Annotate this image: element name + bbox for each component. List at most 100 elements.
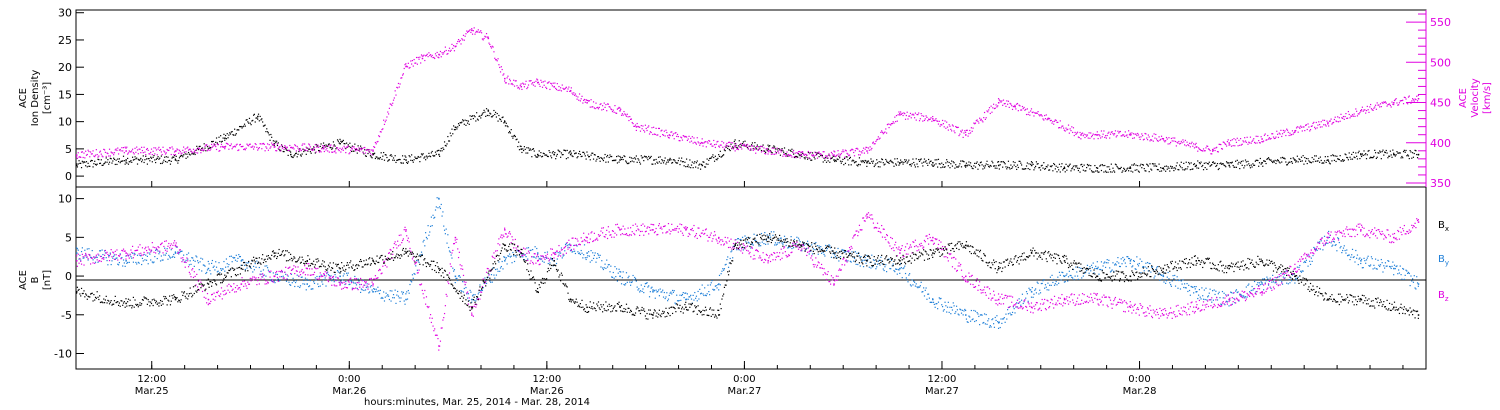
velocity-point	[745, 145, 747, 148]
velocity-point	[457, 40, 459, 43]
density-point	[602, 159, 605, 162]
by-point	[632, 274, 634, 277]
density-point	[585, 158, 587, 160]
velocity-point	[341, 148, 343, 151]
density-point	[1316, 160, 1318, 162]
density-point	[935, 163, 937, 165]
velocity-point	[1254, 142, 1256, 144]
velocity-point	[933, 119, 935, 122]
density-point	[1387, 157, 1389, 159]
velocity-point	[460, 43, 462, 45]
velocity-point	[684, 136, 686, 138]
density-point	[469, 115, 471, 117]
velocity-point	[320, 151, 322, 153]
by-point	[1077, 278, 1079, 280]
density-point	[768, 145, 770, 148]
velocity-point	[996, 106, 998, 108]
velocity-point	[308, 143, 310, 145]
density-point	[1253, 164, 1256, 166]
density-point	[387, 159, 390, 161]
density-point	[896, 158, 898, 160]
density-point	[371, 157, 373, 159]
density-point	[1403, 149, 1405, 151]
velocity-point	[280, 144, 283, 146]
density-point	[825, 161, 828, 163]
velocity-point	[789, 154, 791, 156]
density-point	[363, 153, 365, 155]
velocity-point	[965, 129, 968, 132]
velocity-point	[379, 131, 381, 133]
by-point	[1114, 264, 1116, 266]
velocity-point	[142, 152, 144, 154]
density-point	[359, 145, 362, 147]
density-point	[604, 153, 606, 156]
by-point	[1156, 267, 1158, 269]
density-point	[905, 159, 907, 161]
density-point	[457, 126, 459, 128]
density-point	[1265, 162, 1267, 165]
velocity-point	[1098, 134, 1100, 136]
by-point	[1097, 266, 1099, 268]
density-point	[205, 150, 207, 152]
density-point	[932, 165, 935, 167]
by-point	[965, 318, 968, 320]
density-point	[895, 163, 897, 165]
by-point	[934, 306, 936, 308]
velocity-point	[391, 104, 393, 107]
density-point	[166, 161, 168, 163]
velocity-point	[1354, 115, 1356, 117]
by-point	[766, 234, 768, 236]
density-point	[1230, 162, 1232, 164]
density-point	[103, 162, 106, 164]
by-point	[591, 259, 593, 262]
by-point	[224, 266, 227, 268]
by-point	[350, 280, 352, 282]
by-point	[758, 245, 760, 247]
velocity-point	[145, 148, 148, 151]
density-point	[393, 159, 395, 161]
velocity-point	[575, 95, 577, 97]
velocity-point	[701, 142, 704, 144]
by-point	[244, 268, 246, 271]
by-point	[585, 258, 587, 261]
density-point	[96, 163, 98, 165]
density-point	[1105, 171, 1107, 173]
velocity-point	[362, 152, 364, 154]
density-point	[1146, 163, 1148, 165]
density-point	[774, 146, 776, 148]
by-point	[525, 255, 527, 258]
velocity-point	[387, 113, 390, 115]
by-point	[477, 293, 479, 295]
velocity-point	[1332, 122, 1334, 124]
by-point	[1194, 288, 1196, 290]
velocity-point	[262, 143, 264, 145]
by-point	[442, 211, 444, 213]
velocity-point	[80, 156, 82, 158]
by-point	[190, 263, 192, 266]
by-point	[1135, 268, 1137, 271]
velocity-point	[1195, 142, 1197, 144]
density-point	[1100, 169, 1103, 172]
velocity-point	[108, 148, 111, 150]
by-point	[812, 248, 814, 250]
density-point	[1221, 163, 1224, 165]
by-point	[1276, 277, 1278, 279]
density-point	[975, 162, 977, 164]
velocity-point	[1320, 121, 1322, 123]
density-point	[555, 155, 558, 157]
by-point	[312, 288, 314, 290]
by-point	[1105, 262, 1107, 264]
by-point	[125, 260, 127, 262]
density-point	[1080, 164, 1082, 166]
density-point	[713, 160, 716, 162]
density-point	[699, 168, 702, 170]
density-point	[340, 140, 342, 142]
velocity-point	[777, 151, 779, 153]
by-point	[997, 320, 999, 323]
velocity-point	[876, 139, 878, 141]
density-point	[348, 145, 350, 148]
by-point	[1197, 294, 1200, 296]
velocity-point	[1273, 137, 1275, 140]
velocity-point	[1249, 136, 1252, 138]
velocity-point	[319, 150, 321, 152]
